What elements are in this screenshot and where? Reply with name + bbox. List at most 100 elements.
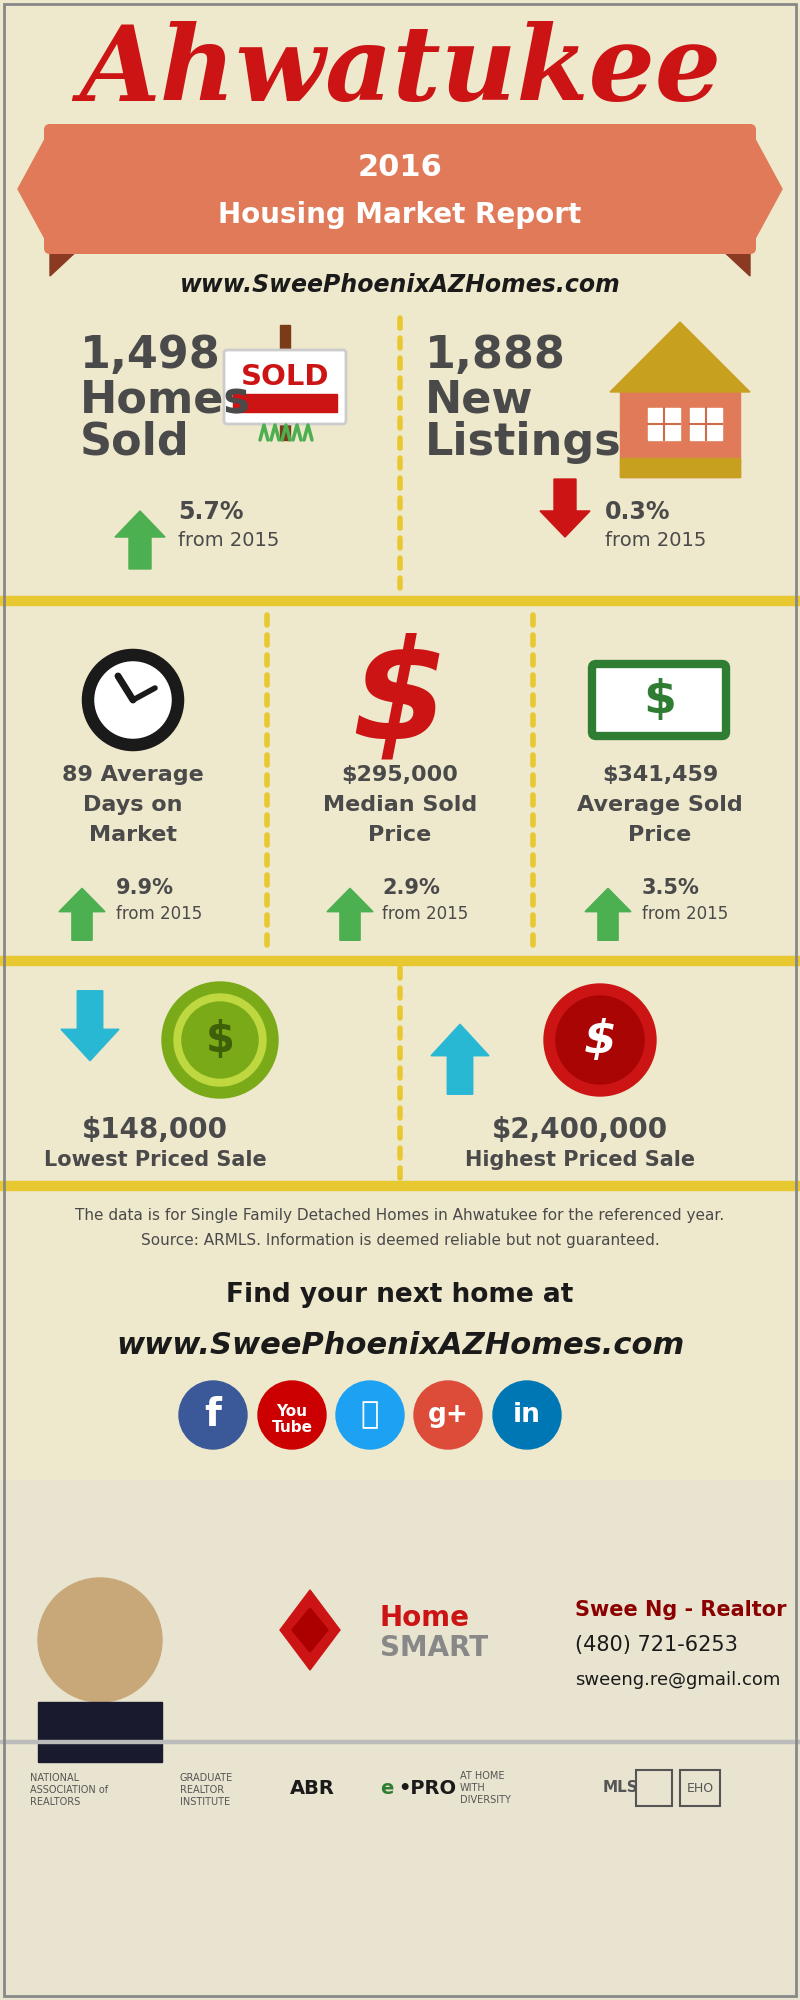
Polygon shape [585,888,631,940]
Bar [0,1740,800,1742]
Circle shape [88,656,178,744]
Bar [0,596,800,604]
Text: Price: Price [628,824,692,844]
Text: Find your next home at: Find your next home at [226,1282,574,1308]
Text: from 2015: from 2015 [605,530,706,550]
Circle shape [414,1380,482,1448]
Text: AT HOME
WITH
DIVERSITY: AT HOME WITH DIVERSITY [460,1772,511,1804]
Polygon shape [292,1608,328,1652]
Text: MLS: MLS [602,1780,638,1796]
Text: 2.9%: 2.9% [382,878,440,898]
Polygon shape [750,130,782,248]
Text: $295,000: $295,000 [342,764,458,784]
Circle shape [544,984,656,1096]
Bar [0,956,800,964]
Bar [233,394,337,412]
Bar [620,458,740,476]
Text: Median Sold: Median Sold [323,794,477,816]
Text: g+: g+ [427,1402,469,1428]
Text: $: $ [643,678,677,722]
Text: 3.5%: 3.5% [642,878,700,898]
FancyBboxPatch shape [592,664,726,736]
Text: 5.7%: 5.7% [178,500,243,524]
Bar [280,324,290,440]
Bar [690,408,722,440]
Circle shape [336,1380,404,1448]
Text: www.SweePhoenixAZHomes.com: www.SweePhoenixAZHomes.com [116,1330,684,1360]
Polygon shape [61,990,119,1060]
Polygon shape [50,248,80,276]
Text: from 2015: from 2015 [642,904,728,924]
Bar [38,1702,162,1762]
Text: $2,400,000: $2,400,000 [492,1116,668,1144]
Text: Home: Home [380,1604,470,1632]
Text: 🐦: 🐦 [361,1400,379,1430]
Text: SMART: SMART [380,1634,488,1662]
Text: 2016: 2016 [358,154,442,182]
Polygon shape [431,1024,489,1094]
Text: NATIONAL
ASSOCIATION of
REALTORS: NATIONAL ASSOCIATION of REALTORS [30,1774,108,1806]
Text: 1,888: 1,888 [425,334,566,376]
Polygon shape [18,130,50,248]
Text: Homes: Homes [80,378,251,422]
Text: New: New [425,378,534,422]
Text: $341,459: $341,459 [602,764,718,784]
Circle shape [179,1380,247,1448]
Text: 89 Average: 89 Average [62,764,204,784]
Polygon shape [720,248,750,276]
Text: Housing Market Report: Housing Market Report [218,202,582,228]
Text: www.SweePhoenixAZHomes.com: www.SweePhoenixAZHomes.com [180,272,620,296]
Text: You: You [277,1404,307,1418]
Text: •PRO: •PRO [398,1778,456,1798]
Text: GRADUATE
REALTOR
INSTITUTE: GRADUATE REALTOR INSTITUTE [180,1774,234,1806]
Text: SOLD: SOLD [241,364,330,392]
Text: in: in [513,1402,541,1428]
Text: from 2015: from 2015 [178,530,279,550]
Circle shape [182,1002,258,1078]
Text: Lowest Priced Sale: Lowest Priced Sale [44,1150,266,1170]
Text: (480) 721-6253: (480) 721-6253 [575,1636,738,1656]
Polygon shape [115,510,165,568]
Polygon shape [59,888,105,940]
Text: The data is for Single Family Detached Homes in Ahwatukee for the referenced yea: The data is for Single Family Detached H… [75,1208,725,1248]
Text: $: $ [352,632,448,768]
Bar [0,1180,800,1190]
Text: from 2015: from 2015 [382,904,468,924]
Text: Listings: Listings [425,420,622,464]
Text: Price: Price [368,824,432,844]
Bar [0,1480,800,2000]
FancyBboxPatch shape [44,124,756,254]
Bar [636,1770,672,1806]
Circle shape [162,982,278,1098]
Polygon shape [280,1590,340,1670]
Text: Tube: Tube [271,1420,313,1434]
Text: 9.9%: 9.9% [116,878,174,898]
Text: EHO: EHO [686,1782,714,1794]
Text: $148,000: $148,000 [82,1116,228,1144]
Polygon shape [540,480,590,538]
Text: Days on: Days on [83,794,182,816]
Text: Swee Ng - Realtor: Swee Ng - Realtor [575,1600,786,1620]
Bar [648,408,680,440]
Text: ABR: ABR [290,1778,335,1798]
Circle shape [258,1380,326,1448]
Polygon shape [610,322,750,392]
Text: Ahwatukee: Ahwatukee [79,22,721,122]
Circle shape [38,1578,162,1702]
Text: $: $ [206,1020,234,1060]
Text: f: f [205,1396,222,1434]
FancyBboxPatch shape [224,350,346,424]
Text: sweeng.re@gmail.com: sweeng.re@gmail.com [575,1672,780,1688]
Circle shape [556,996,644,1084]
Circle shape [493,1380,561,1448]
Polygon shape [327,888,373,940]
Text: Average Sold: Average Sold [577,794,743,816]
Text: Market: Market [89,824,177,844]
Text: from 2015: from 2015 [116,904,202,924]
Bar [620,392,740,476]
Text: 0.3%: 0.3% [605,500,670,524]
Text: e: e [380,1778,394,1798]
Circle shape [174,994,266,1086]
Text: Sold: Sold [80,420,190,464]
Bar [680,1770,720,1806]
